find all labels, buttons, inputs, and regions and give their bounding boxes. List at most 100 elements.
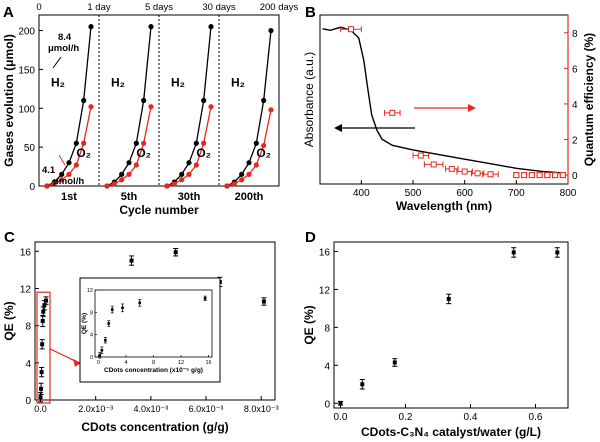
data-point: [39, 370, 44, 375]
qe-point: [461, 168, 468, 175]
panel-label: B: [305, 4, 316, 21]
qe-point: [348, 26, 354, 33]
qe-point: [552, 172, 559, 179]
panel-label: C: [4, 229, 15, 246]
qe-point: [528, 172, 535, 179]
y-tick-label: 12: [20, 284, 32, 295]
data-point-h2: [119, 171, 125, 177]
data-point: [38, 395, 43, 400]
y-tick-label: 4: [324, 361, 330, 372]
qe-point: [559, 172, 566, 179]
qe-point: [536, 172, 543, 179]
data-point: [446, 296, 451, 301]
inset-y-tick-label: 12: [87, 288, 93, 294]
x-tick-label: 0.2: [399, 412, 413, 423]
y-tick-label: 8: [25, 322, 31, 333]
data-point-h2: [88, 24, 94, 30]
inset-y-tick-label: 8: [90, 310, 93, 316]
inset-data-point: [107, 322, 111, 325]
y-tick-label: 12: [319, 285, 331, 296]
panel-c: C 0 4 8 12 16 0.0 2.0x10⁻³ 4.0x10⁻³ 6.0x10⁻³ 8.0x1…: [2, 229, 279, 434]
inset-data-point: [138, 301, 142, 305]
cycle-label: 5th: [121, 191, 138, 203]
x-tick-label: 800: [560, 188, 577, 199]
y2-tick-label: 2: [572, 136, 578, 147]
y-axis-label: Absorbance (a.u.): [302, 52, 316, 147]
top-tick-label: 5 days: [145, 2, 173, 13]
cycle-label: 1st: [61, 191, 77, 203]
y-tick-label: 200: [18, 27, 35, 38]
qe-point: [448, 165, 455, 172]
cycle-label: 30th: [178, 191, 201, 203]
data-point-o2: [126, 171, 132, 177]
panel-label: A: [3, 4, 14, 21]
inset-data-point: [121, 306, 124, 310]
data-point-o2: [164, 183, 170, 189]
data-point-o2: [119, 177, 125, 183]
data-point-o2: [73, 162, 79, 168]
inset-data-point: [98, 354, 102, 357]
panel-b: B 400 500 600 700 800 0 2 4 6 8 Wavelength (nm) Abso…: [302, 4, 596, 213]
inset-frame: [79, 277, 221, 383]
inset-x-tick-label: 0: [97, 360, 100, 366]
data-point: [42, 303, 47, 308]
data-point-h2: [268, 27, 274, 34]
data-point: [360, 382, 365, 387]
y-axis-label: QE (%): [2, 301, 16, 340]
qe-point: [430, 161, 437, 168]
plot-frame: [34, 241, 276, 401]
data-point-o2: [51, 181, 57, 187]
data-point-h2: [261, 97, 267, 104]
data-point-h2: [253, 140, 259, 146]
cycle-label: 200th: [235, 191, 264, 203]
data-point-o2: [268, 107, 274, 113]
h2-rate-pointer: [52, 56, 62, 69]
y-tick-label: 0: [29, 182, 35, 193]
data-point-h2: [73, 140, 79, 146]
y-tick-label: 0: [25, 396, 31, 407]
data-point: [44, 298, 49, 303]
h2-label: H₂: [111, 75, 125, 89]
data-point-o2: [253, 162, 259, 168]
o2-label: O₂: [256, 146, 271, 160]
h2-label: H₂: [51, 75, 65, 89]
zoom-arrowhead: [73, 358, 81, 367]
y2-tick-label: 6: [572, 64, 578, 75]
data-point-h2: [208, 24, 214, 30]
data-point: [555, 250, 560, 255]
inset-x-tick-label: 12: [178, 360, 184, 366]
o2-rate-unit: μmol/h: [53, 176, 84, 187]
inset-x-axis-label: CDots concentration (x10⁻⁵ g/g): [104, 367, 203, 374]
data-point-o2: [186, 171, 192, 177]
y2-tick-label: 8: [572, 29, 578, 40]
data-point: [129, 258, 134, 263]
data-point-o2: [231, 181, 237, 187]
y-tick-label: 50: [24, 143, 36, 154]
inset-x-tick-label: 4: [124, 360, 127, 366]
data-point-o2: [44, 183, 50, 189]
data-point-h2: [81, 97, 87, 104]
data-point-h2: [201, 97, 207, 104]
x-tick-label: 8.0x10⁻³: [244, 404, 279, 414]
data-point-o2: [59, 177, 65, 183]
data-point-o2: [246, 171, 252, 177]
plot-frame: [319, 14, 569, 185]
data-point-h2: [246, 160, 252, 166]
y-axis-label: Gases evolution (μmol): [2, 34, 16, 167]
inset-data-point: [100, 349, 104, 352]
qe-point: [544, 172, 551, 179]
y-tick-label: 16: [319, 247, 331, 258]
h2-label: H₂: [171, 75, 185, 89]
data-point: [40, 319, 45, 323]
top-tick-label: 0: [36, 2, 41, 13]
x-tick-label: 4.0x10⁻³: [133, 404, 168, 414]
x-axis-label: Cycle number: [119, 203, 199, 217]
data-point-o2: [81, 140, 87, 146]
data-point-h2: [66, 160, 72, 166]
data-point-o2: [111, 181, 117, 187]
inset-data-point: [203, 297, 207, 300]
x-tick-label: 6.0x10⁻³: [189, 404, 224, 414]
h2-rate-unit: μmol/h: [48, 43, 79, 54]
qe-point: [389, 109, 396, 116]
